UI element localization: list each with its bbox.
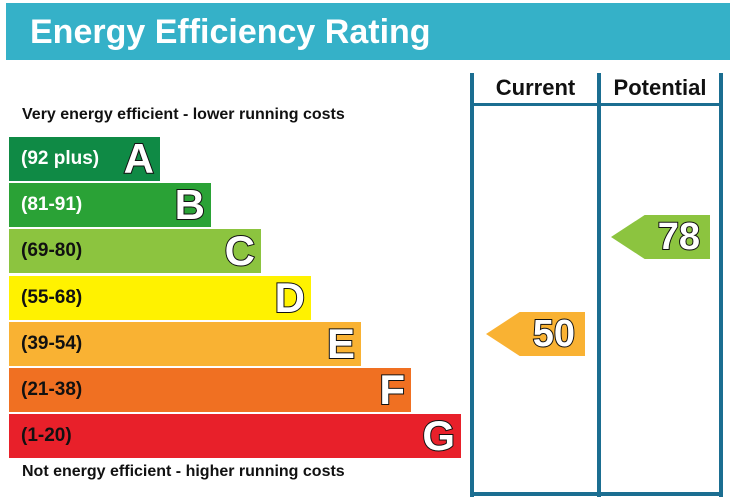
frame-right-line: [719, 73, 723, 497]
band-a: (92 plus) A: [9, 134, 160, 183]
page-title: Energy Efficiency Rating: [30, 13, 431, 51]
band-range: (92 plus): [21, 148, 100, 169]
header-divider: [474, 103, 723, 106]
band-e: (39-54) E: [9, 319, 361, 368]
band-range: (81-91): [21, 194, 83, 215]
band-c: (69-80) C: [9, 226, 261, 275]
band-letter: A: [123, 134, 155, 183]
potential-rating-value: 78: [657, 215, 701, 259]
frame-left-line: [470, 73, 474, 497]
band-range: (21-38): [21, 379, 83, 400]
frame-mid-line: [597, 73, 601, 497]
band-range: (69-80): [21, 240, 83, 261]
band-letter: G: [421, 411, 456, 460]
band-letter: E: [326, 319, 356, 368]
band-f: (21-38) F: [9, 365, 411, 414]
band-range: (39-54): [21, 333, 83, 354]
inefficient-note: Not energy efficient - higher running co…: [22, 463, 345, 480]
band-letter: D: [274, 273, 306, 322]
current-column-header: Current: [495, 75, 576, 100]
current-rating-arrow: 50: [486, 312, 585, 356]
band-range: (1-20): [21, 425, 72, 446]
band-b: (81-91) B: [9, 180, 211, 229]
current-rating-value: 50: [532, 312, 576, 356]
band-range: (55-68): [21, 287, 83, 308]
frame-bottom-line: [470, 492, 723, 496]
band-d: (55-68) D: [9, 273, 311, 322]
band-letter: F: [378, 365, 406, 414]
potential-column-header: Potential: [613, 75, 707, 100]
band-letter: C: [224, 226, 256, 275]
band-letter: B: [174, 180, 206, 229]
potential-rating-arrow: 78: [611, 215, 710, 259]
efficient-note: Very energy efficient - lower running co…: [22, 106, 345, 123]
header-bar: Energy Efficiency Rating: [6, 3, 730, 60]
band-g: (1-20) G: [9, 411, 461, 460]
